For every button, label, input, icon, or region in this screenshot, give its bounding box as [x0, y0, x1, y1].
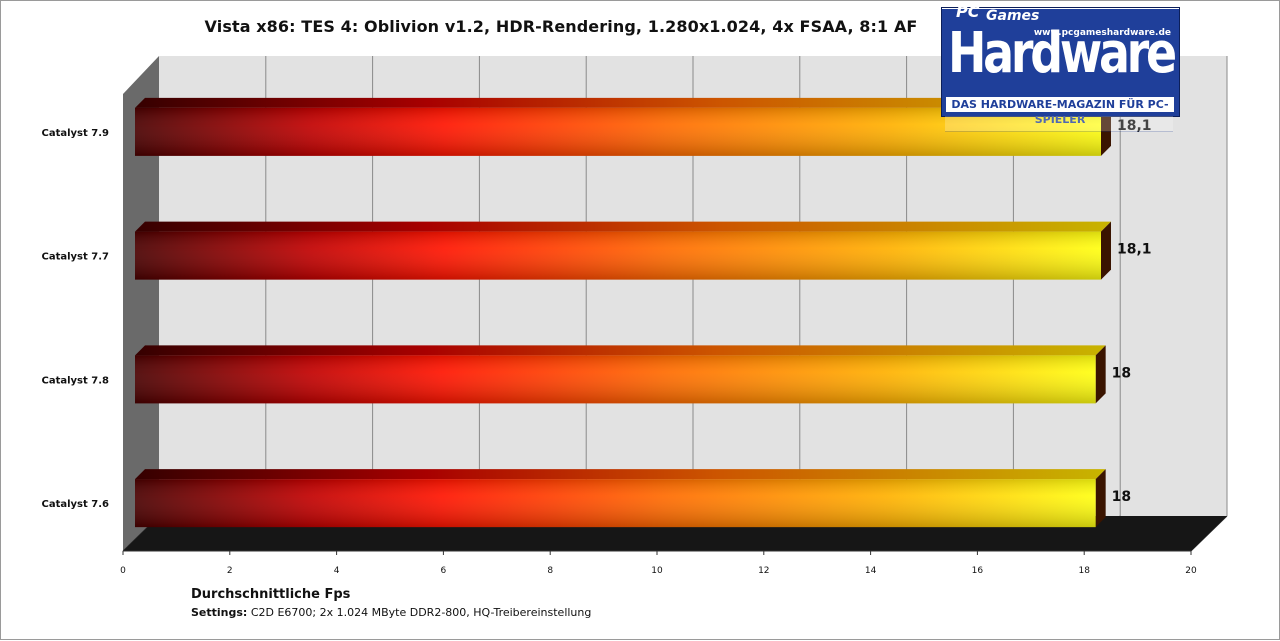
bar-end	[1101, 221, 1111, 280]
x-tick-label: 12	[758, 566, 769, 576]
logo-tagline: DAS HARDWARE-MAGAZIN FÜR PC-SPIELER	[946, 97, 1174, 126]
bar-shading	[135, 107, 1101, 156]
x-tick-label: 4	[334, 566, 340, 576]
category-label: Catalyst 7.6	[42, 499, 110, 510]
chart-left-wall	[123, 56, 159, 551]
bar-shading	[135, 355, 1096, 404]
bar-group	[135, 97, 1111, 156]
data-label: 18	[1112, 489, 1131, 505]
x-axis: 0 2 4 6 8 10 12 14 16 18 20	[120, 550, 1197, 576]
category-label: Catalyst 7.7	[42, 252, 110, 263]
bar-end	[1095, 345, 1106, 404]
data-label: 18	[1112, 365, 1131, 381]
bar-shading	[135, 231, 1101, 280]
x-tick-label: 6	[441, 566, 447, 576]
data-label: 18,1	[1117, 242, 1152, 258]
logo-wordmark: Hardware	[948, 21, 1177, 86]
settings-label: Settings:	[191, 606, 248, 619]
bar-top	[135, 221, 1111, 232]
category-label: Catalyst 7.9	[42, 128, 110, 139]
x-tick-label: 14	[865, 566, 877, 576]
settings-note: Settings: C2D E6700; 2x 1.024 MByte DDR2…	[191, 606, 591, 619]
pcgh-logo: PC Games www.pcgameshardware.de Hardware…	[941, 2, 1180, 126]
bar-top	[135, 345, 1106, 356]
bars: 18,1 18,1 18 18	[135, 97, 1152, 528]
x-tick-label: 0	[120, 566, 126, 576]
x-tick-label: 8	[547, 566, 553, 576]
x-tick-label: 2	[227, 566, 233, 576]
category-label: Catalyst 7.8	[42, 375, 110, 386]
logo-games-text: Games	[986, 8, 1040, 24]
bar-shading	[135, 479, 1096, 528]
logo-pc-text: PC	[956, 2, 980, 21]
logo-url: www.pcgameshardware.de	[1033, 28, 1171, 38]
settings-text: C2D E6700; 2x 1.024 MByte DDR2-800, HQ-T…	[247, 606, 592, 619]
bar-top	[135, 469, 1106, 480]
x-tick-label: 18	[1078, 566, 1090, 576]
logo-tagline-reflection	[945, 116, 1173, 132]
bar-end	[1095, 469, 1106, 528]
logo-reflection	[941, 116, 1178, 132]
bar-group	[135, 221, 1111, 280]
category-axis: Catalyst 7.9 Catalyst 7.7 Catalyst 7.8 Cata…	[42, 128, 110, 510]
chart-title: Vista x86: TES 4: Oblivion v1.2, HDR-Ren…	[204, 17, 918, 36]
bar-group	[135, 469, 1106, 528]
bar-group	[135, 345, 1106, 404]
data-label: 18,1	[1117, 118, 1152, 134]
bar-top	[135, 97, 1111, 108]
x-tick-label: 20	[1185, 566, 1197, 576]
x-tick-label: 10	[651, 566, 663, 576]
x-axis-title: Durchschnittliche Fps	[191, 587, 351, 602]
x-tick-label: 16	[972, 566, 984, 576]
